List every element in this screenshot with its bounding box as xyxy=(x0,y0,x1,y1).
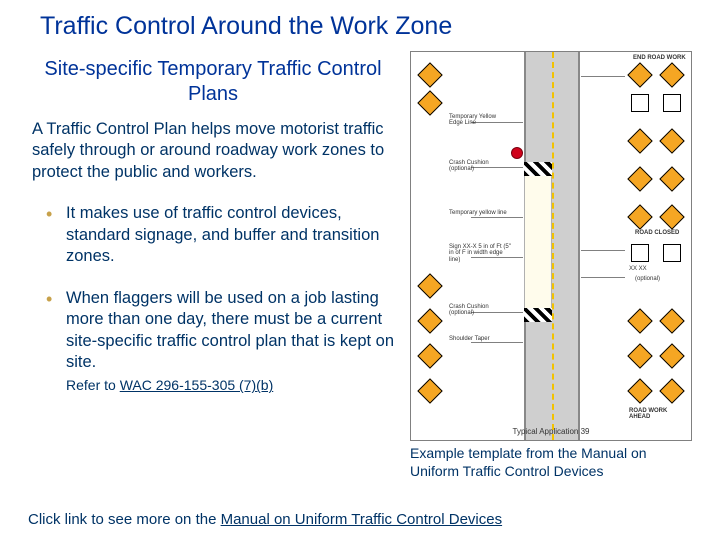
figure-label: ROAD WORK AHEAD xyxy=(629,408,689,421)
figure-label: Sign XX-X 5 in of Ft (5" in of F in widt… xyxy=(449,244,515,263)
figure-label: XX XX xyxy=(629,266,689,272)
bullet-list: It makes use of traffic control devices,… xyxy=(28,197,398,387)
figure-caption: Example template from the Manual on Unif… xyxy=(410,441,692,480)
sign-icon xyxy=(659,204,684,229)
content-row: Site-specific Temporary Traffic Control … xyxy=(0,41,720,480)
figure-label: Shoulder Taper xyxy=(449,336,509,342)
slide: Traffic Control Around the Work Zone Sit… xyxy=(0,0,720,540)
figure-label: ROAD CLOSED xyxy=(635,230,685,236)
barricade-top xyxy=(524,162,552,176)
sign-icon xyxy=(659,308,684,333)
slide-title: Traffic Control Around the Work Zone xyxy=(0,0,720,41)
sign-icon xyxy=(417,62,442,87)
sign-icon xyxy=(631,244,649,262)
sign-icon xyxy=(631,94,649,112)
sign-icon xyxy=(417,343,442,368)
footer-line: Click link to see more on the Manual on … xyxy=(28,511,502,528)
bullet-item: It makes use of traffic control devices,… xyxy=(46,197,398,281)
sign-icon xyxy=(627,378,652,403)
left-column: Site-specific Temporary Traffic Control … xyxy=(28,51,398,480)
sign-icon xyxy=(659,166,684,191)
sign-icon xyxy=(659,378,684,403)
sign-icon xyxy=(627,166,652,191)
figure-label: Crash Cushion (optional) xyxy=(449,304,509,317)
figure-label: (optional) xyxy=(635,276,685,282)
sign-icon xyxy=(417,90,442,115)
right-column: Temporary Yellow Edge Line Crash Cushion… xyxy=(410,51,692,480)
sign-icon xyxy=(663,244,681,262)
work-zone-area xyxy=(524,162,552,322)
figure-title: Typical Application 39 xyxy=(411,427,691,436)
sign-icon xyxy=(663,94,681,112)
barricade-bottom xyxy=(524,308,552,322)
sign-icon xyxy=(659,128,684,153)
sign-icon xyxy=(627,308,652,333)
sign-icon xyxy=(627,62,652,87)
footer-link[interactable]: Manual on Uniform Traffic Control Device… xyxy=(221,511,503,528)
figure-label: Crash Cushion (optional) xyxy=(449,160,509,173)
leader-line xyxy=(471,217,523,218)
sign-icon xyxy=(417,308,442,333)
figure-label: Temporary Yellow Edge Line xyxy=(449,114,509,127)
sign-icon xyxy=(627,343,652,368)
bullet-item: When flaggers will be used on a job last… xyxy=(46,282,398,388)
leader-line xyxy=(581,277,625,278)
intro-paragraph: A Traffic Control Plan helps move motori… xyxy=(28,119,398,197)
slide-subtitle: Site-specific Temporary Traffic Control … xyxy=(28,51,398,119)
traffic-control-figure: Temporary Yellow Edge Line Crash Cushion… xyxy=(410,51,692,441)
figure-label: END ROAD WORK xyxy=(633,55,687,61)
sign-icon xyxy=(417,273,442,298)
sign-icon xyxy=(417,378,442,403)
leader-line xyxy=(581,76,625,77)
footer-prefix: Click link to see more on the xyxy=(28,511,221,528)
leader-line xyxy=(581,250,625,251)
sign-icon xyxy=(659,343,684,368)
sign-icon xyxy=(627,128,652,153)
flagger-icon xyxy=(511,147,523,159)
sign-icon xyxy=(659,62,684,87)
sign-icon xyxy=(627,204,652,229)
figure-label: Temporary yellow line xyxy=(449,210,509,216)
